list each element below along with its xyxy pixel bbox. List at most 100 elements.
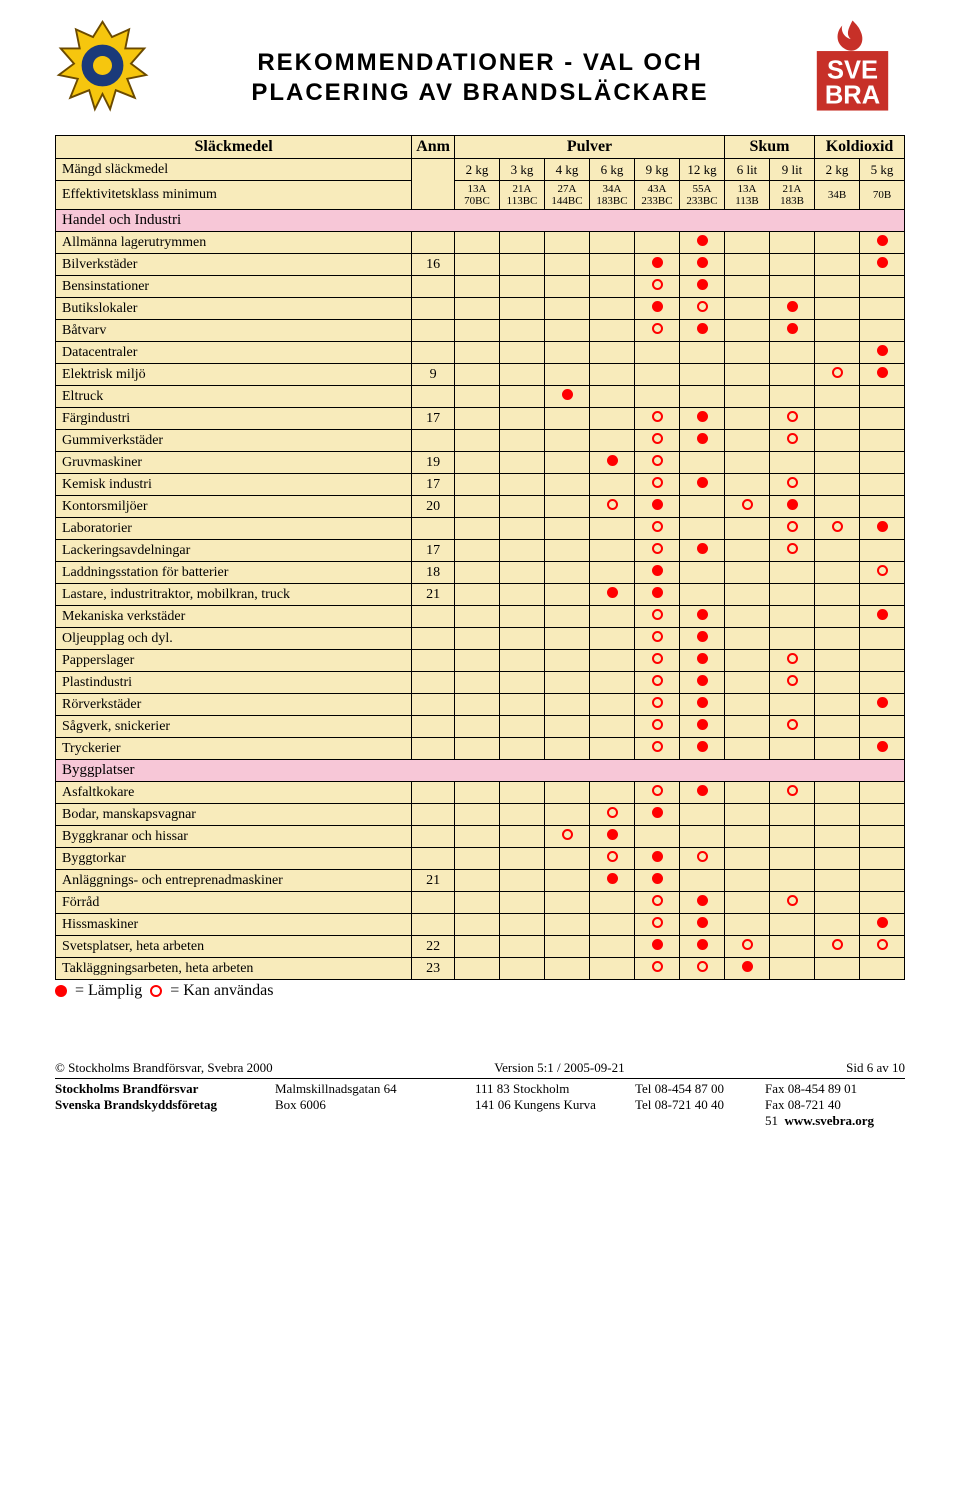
e-6: 13A 113B	[725, 181, 770, 210]
row-anm	[412, 804, 455, 826]
mark-cell	[815, 342, 860, 364]
mark-cell	[545, 452, 590, 474]
filled-dot-icon	[697, 895, 708, 906]
row-anm	[412, 298, 455, 320]
table-row: Takläggningsarbeten, heta arbeten23	[56, 958, 905, 980]
mark-cell	[815, 936, 860, 958]
mark-cell	[590, 892, 635, 914]
mark-cell	[725, 914, 770, 936]
row-label: Kontorsmiljöer	[56, 496, 412, 518]
table-row: Bilverkstäder16	[56, 254, 905, 276]
mark-cell	[680, 298, 725, 320]
mark-cell	[590, 914, 635, 936]
open-dot-icon	[787, 433, 798, 444]
mark-cell	[545, 342, 590, 364]
row-anm	[412, 628, 455, 650]
table-row: Sågverk, snickerier	[56, 716, 905, 738]
row-anm	[412, 430, 455, 452]
mark-cell	[815, 254, 860, 276]
mark-cell	[860, 914, 905, 936]
open-dot-icon	[652, 521, 663, 532]
mark-cell	[860, 276, 905, 298]
main-table: Släckmedel Anm Pulver Skum Koldioxid Män…	[55, 135, 905, 980]
filled-dot-icon	[877, 917, 888, 928]
mark-cell	[770, 716, 815, 738]
mark-cell	[635, 254, 680, 276]
mark-cell	[590, 804, 635, 826]
legend-filled-icon	[55, 985, 67, 997]
mark-cell	[500, 628, 545, 650]
row-label: Datacentraler	[56, 342, 412, 364]
mark-cell	[455, 738, 500, 760]
open-dot-icon	[652, 719, 663, 730]
mark-cell	[815, 540, 860, 562]
mark-cell	[725, 408, 770, 430]
w-0: 2 kg	[455, 159, 500, 181]
mark-cell	[815, 738, 860, 760]
e-5: 55A 233BC	[680, 181, 725, 210]
mark-cell	[635, 672, 680, 694]
mark-cell	[680, 936, 725, 958]
mark-cell	[860, 672, 905, 694]
row-anm	[412, 694, 455, 716]
table-row: Datacentraler	[56, 342, 905, 364]
open-dot-icon	[652, 961, 663, 972]
mark-cell	[635, 936, 680, 958]
mark-cell	[455, 848, 500, 870]
mark-cell	[815, 672, 860, 694]
row-anm	[412, 826, 455, 848]
mark-cell	[815, 650, 860, 672]
table-row: Oljeupplag och dyl.	[56, 628, 905, 650]
mark-cell	[770, 826, 815, 848]
mark-cell	[860, 518, 905, 540]
filled-dot-icon	[697, 433, 708, 444]
mark-cell	[500, 562, 545, 584]
mark-cell	[860, 716, 905, 738]
open-dot-icon	[697, 961, 708, 972]
row-anm	[412, 914, 455, 936]
mark-cell	[500, 848, 545, 870]
filled-dot-icon	[877, 609, 888, 620]
mark-cell	[680, 738, 725, 760]
mark-cell	[770, 650, 815, 672]
mark-cell	[770, 914, 815, 936]
mark-cell	[455, 540, 500, 562]
row-label: Förråd	[56, 892, 412, 914]
mark-cell	[815, 694, 860, 716]
mark-cell	[500, 452, 545, 474]
open-dot-icon	[877, 565, 888, 576]
mark-cell	[815, 914, 860, 936]
mark-cell	[545, 364, 590, 386]
mark-cell	[635, 474, 680, 496]
mark-cell	[860, 320, 905, 342]
legend-open-text: = Kan användas	[170, 982, 273, 1000]
mark-cell	[725, 848, 770, 870]
filled-dot-icon	[877, 257, 888, 268]
f-r1c0: Svenska Brandskyddsföretag	[55, 1097, 275, 1129]
mark-cell	[770, 452, 815, 474]
filled-dot-icon	[877, 235, 888, 246]
mark-cell	[815, 716, 860, 738]
w-8: 2 kg	[815, 159, 860, 181]
open-dot-icon	[652, 433, 663, 444]
mark-cell	[455, 474, 500, 496]
table-row: Papperslager	[56, 650, 905, 672]
open-dot-icon	[787, 477, 798, 488]
mark-cell	[770, 518, 815, 540]
row-label: Asfaltkokare	[56, 782, 412, 804]
mark-cell	[770, 672, 815, 694]
open-dot-icon	[787, 895, 798, 906]
row-label: Mekaniska verkstäder	[56, 606, 412, 628]
mark-cell	[770, 496, 815, 518]
row-label: Svetsplatser, heta arbeten	[56, 936, 412, 958]
row-anm: 21	[412, 584, 455, 606]
mark-cell	[680, 958, 725, 980]
mark-cell	[770, 232, 815, 254]
w-4: 9 kg	[635, 159, 680, 181]
mark-cell	[635, 496, 680, 518]
filled-dot-icon	[652, 565, 663, 576]
mark-cell	[770, 562, 815, 584]
section-title: Byggplatser	[56, 760, 905, 782]
mark-cell	[500, 298, 545, 320]
open-dot-icon	[652, 917, 663, 928]
